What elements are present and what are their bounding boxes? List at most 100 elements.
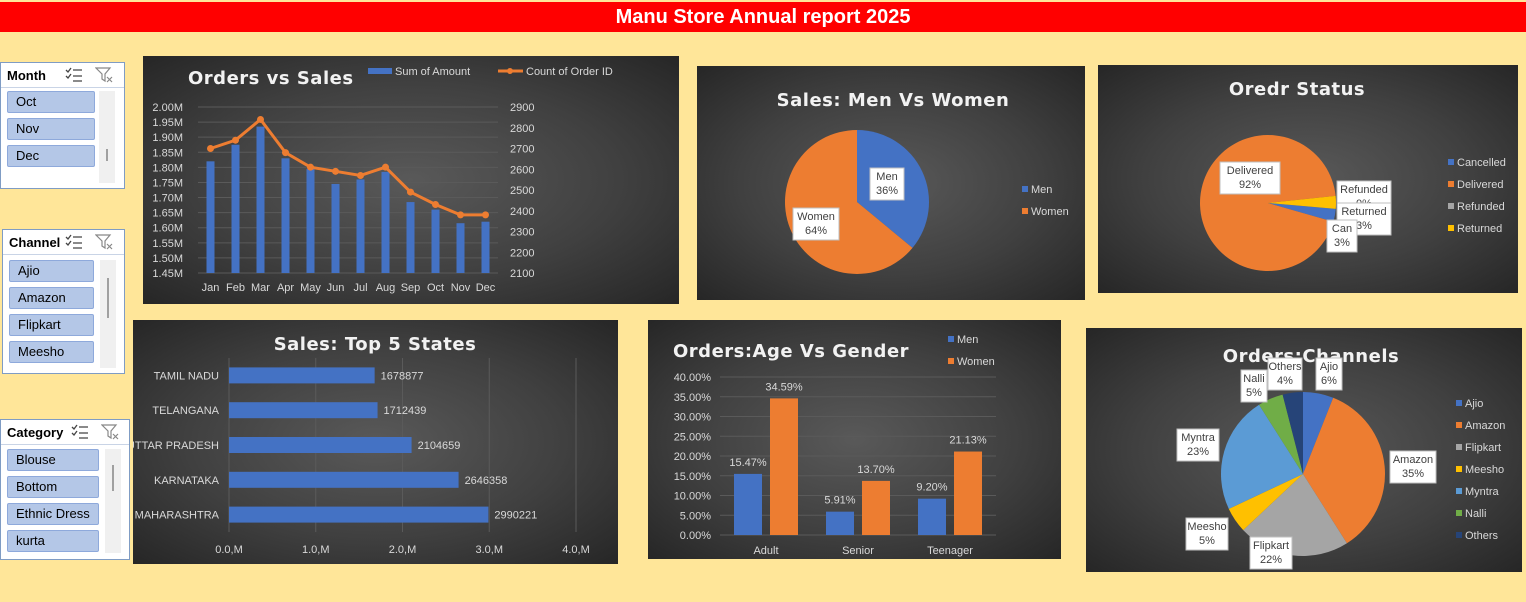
category-slicer-title: Category [7,424,64,440]
data-label-returned-text: 3% [1356,220,1372,232]
channels-chart[interactable]: Orders:Channels Ajio Amazon Flipkart Meesho M… [1086,328,1522,572]
data-label-senior-men: 5.91% [824,495,855,507]
line-point-mar [257,115,264,123]
bar-uttar-pradesh [229,437,412,453]
slicer-item-flipkart[interactable]: Flipkart [9,314,94,336]
slicer-item-kurta[interactable]: kurta [7,530,99,552]
y-tick-label: 10.00% [674,491,712,503]
bar-jun [331,183,340,273]
line-point-jun [332,167,339,175]
data-label-men-box [869,167,905,201]
legend-label-count-of-order-id: Count of Order ID [526,66,613,78]
legend-swatch-women [1022,208,1028,214]
legend-label-meesho: Meesho [1465,464,1504,476]
orders-vs-sales-chart[interactable]: Orders vs Sales Sum of Amount Count of Ord… [143,56,679,304]
line-point-apr [282,149,289,157]
y-tick-label: 5.00% [680,510,711,522]
legend-marker-count-of-order-id [507,68,513,74]
slicer-item-bottom[interactable]: Bottom [7,476,99,498]
line-point-dec [482,211,489,219]
slicer-item-ethnic-dress[interactable]: Ethnic Dress [7,503,99,525]
y-right-tick-label: 2700 [510,144,534,156]
legend-swatch-sum-of-amount [368,68,392,74]
data-label-cancelled-text: Can [1332,223,1352,235]
bar-nov [456,223,465,273]
category-slicer: Category Blouse Bottom Ethnic Dress kurt… [0,419,130,560]
data-label-meesho-text: 5% [1199,535,1215,547]
y-left-tick-label: 1.60M [152,223,183,235]
multi-select-icon[interactable] [65,67,83,83]
clear-filter-icon[interactable] [95,234,113,250]
legend-label-delivered: Delivered [1457,179,1503,191]
line-point-may [307,163,314,171]
multi-select-icon[interactable] [65,234,83,250]
data-label-senior-women: 13.70% [857,464,895,476]
channels-svg: Orders:ChannelsAjioAmazonFlipkartMeeshoM… [1176,346,1505,570]
slicer-item-amazon[interactable]: Amazon [9,287,94,309]
top-states-chart[interactable]: Sales: Top 5 States 0.0,M 1.0,M 2.0,M 3.0,M 4… [133,320,618,564]
slicer-item-blouse[interactable]: Blouse [7,449,99,471]
legend-label-amazon: Amazon [1465,420,1505,432]
category-slicer-header: Category [1,420,129,445]
y-right-tick-label: 2200 [510,247,534,259]
data-label-ajio-text: 6% [1321,375,1337,387]
month-slicer-title: Month [7,67,46,83]
legend-label-cancelled: Cancelled [1457,157,1506,169]
data-label-tamil-nadu: 1678877 [381,370,424,382]
legend-label-myntra: Myntra [1465,486,1500,498]
line-point-feb [232,136,239,144]
slicer-item-dec[interactable]: Dec [7,145,95,167]
month-slicer-scrollbar[interactable] [99,91,115,183]
y-tick-label: 35.00% [674,392,712,404]
channel-slicer-scrollbar[interactable] [100,260,116,368]
order-status-chart[interactable]: Oredr Status Cancelled Delivered Refunded Re… [1098,65,1518,293]
chart-title: Orders:Age Vs Gender [673,341,909,362]
men-vs-women-chart[interactable]: Sales: Men Vs Women Men Women Men 36% Women 64… [697,66,1085,300]
bar-senior-men [826,511,854,535]
x-tick-label: Jul [353,282,367,294]
slicer-item-ajio[interactable]: Ajio [9,260,94,282]
slicer-item-meesho[interactable]: Meesho [9,341,94,363]
data-label-women-text: 64% [805,225,827,237]
x-tick-label: 4.0,M [562,544,590,556]
y-tick-label: UTTAR PRADESH [133,440,219,452]
order-status-svg: Oredr Status Cancelled Delivered Refunded Re… [1200,79,1506,271]
data-label-myntra-box [1176,428,1220,462]
line-point-sep [407,188,414,196]
chart-title: Sales: Top 5 States [274,334,477,355]
age-vs-gender-chart[interactable]: Orders:Age Vs Gender 0.00% 5.00% 10.00% 15.0… [648,320,1061,559]
data-label-others-box [1267,357,1303,391]
chart-title: Sales: Men Vs Women [777,90,1010,111]
data-label-delivered-box [1219,161,1281,195]
slicer-item-nov[interactable]: Nov [7,118,95,140]
legend-swatch-nalli [1456,510,1462,516]
y-left-tick-label: 1.65M [152,208,183,220]
data-label-cancelled-text: 3% [1334,237,1350,249]
slicer-item-oct[interactable]: Oct [7,91,95,113]
clear-filter-icon[interactable] [101,424,119,440]
bar-tamil-nadu [229,367,375,384]
slice-flipkart [1243,474,1347,556]
multi-select-icon[interactable] [71,424,89,440]
y-left-tick-label: 1.45M [152,268,183,280]
channel-slicer: Channel Ajio Amazon Flipkart Meesho [2,229,125,374]
x-tick-label: Oct [427,282,444,294]
clear-filter-icon[interactable] [95,67,113,83]
report-title: Manu Store Annual report 2025 [0,2,1526,32]
data-label-amazon-text: 35% [1402,468,1424,480]
bar-teenager-women [954,451,982,535]
category-slicer-scrollbar[interactable] [105,449,121,553]
age-vs-gender-svg: Orders:Age Vs Gender 0.00% 5.00% 10.00% 15.0… [673,334,996,557]
y-left-tick-label: 1.90M [152,132,183,144]
data-label-teenager-men: 9.20% [916,482,947,494]
y-tick-label: KARNATAKA [154,475,220,487]
data-label-others-text: Others [1268,361,1302,373]
data-label-delivered-text: Delivered [1227,165,1273,177]
bar-mar [256,126,265,273]
data-label-men-text: 36% [876,185,898,197]
legend-label-returned: Returned [1457,223,1502,235]
data-label-meesho-box [1185,517,1229,551]
y-tick-label: 20.00% [674,451,712,463]
data-label-flipkart-box [1249,536,1293,570]
y-tick-label: 15.00% [674,471,712,483]
